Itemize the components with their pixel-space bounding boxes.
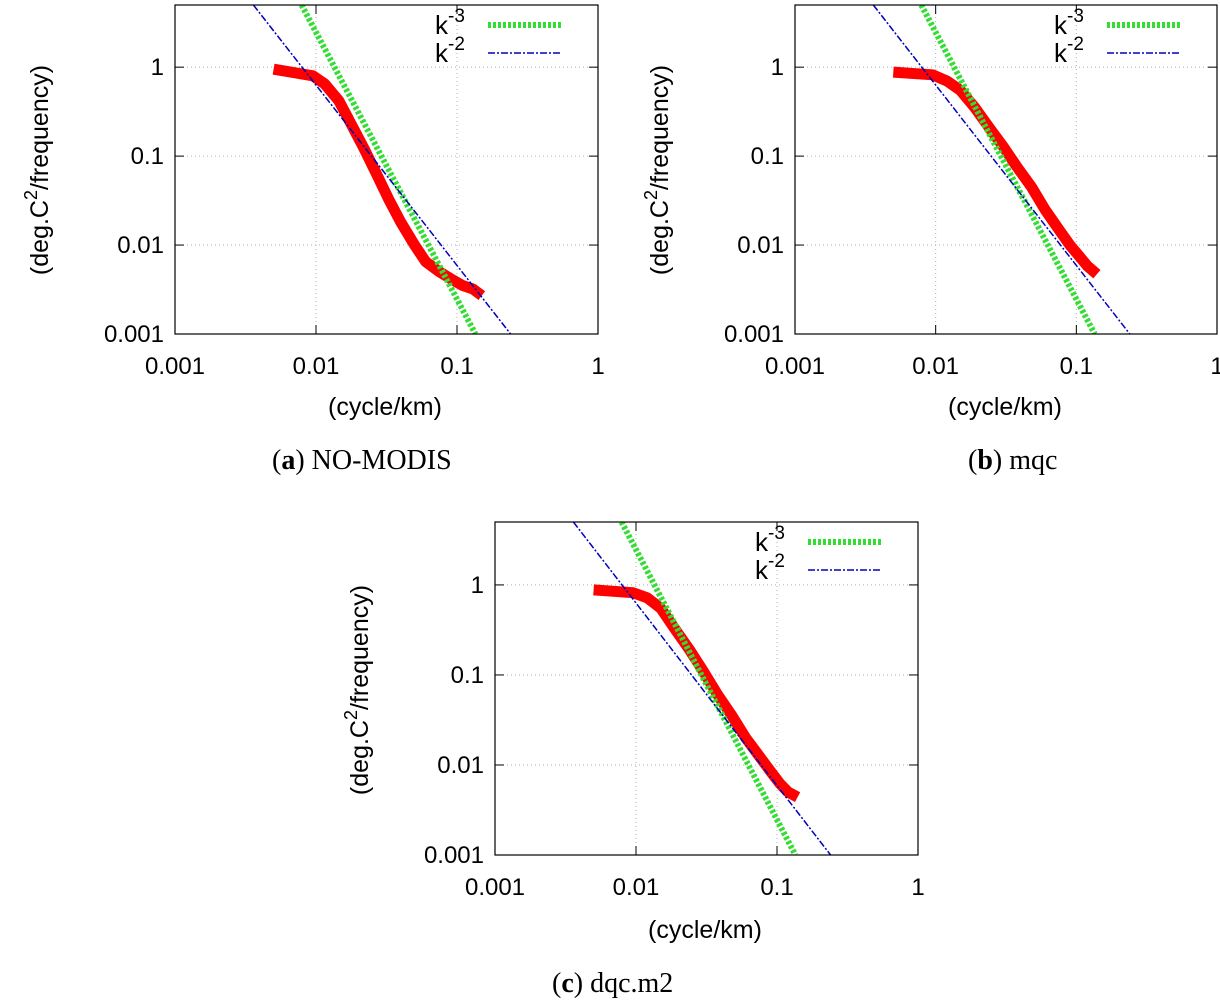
plot-frame [174, 4, 599, 335]
caption-a: (a) NO-MODIS [272, 445, 452, 476]
caption-c-letter: c [561, 968, 574, 999]
series-line-k-3 [918, 5, 1098, 334]
caption-c-title: dqc.m2 [590, 968, 674, 999]
y-tick-label: 0.01 [117, 232, 164, 259]
series-line-k-2 [572, 522, 832, 855]
x-axis-label: (cycle/km) [328, 393, 442, 421]
series-line-k-2 [252, 5, 512, 334]
y-tick-label: 1 [771, 54, 784, 81]
legend-label-k-3: k-3 [1054, 6, 1084, 40]
caption-a-title: NO-MODIS [311, 445, 452, 476]
series-line-k-2 [872, 5, 1131, 334]
x-tick-label: 0.001 [765, 353, 825, 380]
x-tick-label: 0.01 [613, 874, 660, 901]
chart-b: 0.001 0.01 0.1 1 0.001 0.01 0.1 1 k-3k-2 (cycle/k… [641, 4, 1220, 421]
series-line-k-3 [618, 522, 799, 855]
chart-c: 0.001 0.01 0.1 1 0.001 0.01 0.1 1 k-3k-2 (cycle/k… [341, 521, 925, 944]
legend-label-k-2: k-2 [1054, 34, 1084, 68]
legend-label-k-3: k-3 [435, 6, 465, 40]
x-axis-label: (cycle/km) [948, 393, 1062, 421]
y-tick-label: 0.001 [424, 842, 484, 869]
plot-frame [494, 521, 919, 856]
x-tick-label: 1 [911, 874, 924, 901]
legend-label-k-2: k-2 [435, 34, 465, 68]
y-tick-label: 0.001 [104, 321, 164, 348]
y-axis-label: (deg.C2/frequency) [641, 65, 674, 275]
caption-b-title: mqc [1009, 445, 1058, 476]
x-tick-label: 0.1 [760, 874, 793, 901]
x-tick-label: 0.01 [912, 353, 959, 380]
series-line-k-3 [298, 5, 479, 334]
y-axis-label: (deg.C2/frequency) [341, 585, 374, 795]
caption-b-letter: b [977, 445, 993, 476]
y-tick-label: 0.01 [737, 232, 784, 259]
caption-b: (b) mqc [968, 445, 1058, 476]
series-line-spectrum [892, 66, 1101, 279]
y-tick-label: 0.01 [437, 752, 484, 779]
caption-c: (c) dqc.m2 [552, 968, 674, 999]
x-axis-label: (cycle/km) [648, 916, 762, 944]
x-tick-label: 0.1 [440, 353, 473, 380]
x-tick-label: 0.001 [465, 874, 525, 901]
y-tick-label: 1 [471, 572, 484, 599]
caption-a-letter: a [281, 445, 296, 476]
series-group [872, 5, 1131, 334]
x-tick-label: 0.001 [145, 353, 205, 380]
plot-frame [794, 4, 1218, 335]
y-axis-label: (deg.C2/frequency) [21, 65, 54, 275]
chart-a: 0.001 0.01 0.1 1 0.001 0.01 0.1 1 k-3k-2 (cycle/k… [21, 4, 605, 421]
legend-label-k-3: k-3 [755, 523, 785, 557]
y-tick-label: 0.1 [451, 662, 484, 689]
legend-label-k-2: k-2 [755, 551, 785, 585]
y-tick-label: 0.001 [724, 321, 784, 348]
series-group [572, 522, 832, 855]
x-tick-label: 0.01 [293, 353, 340, 380]
series-group [252, 5, 512, 334]
y-tick-label: 0.1 [751, 143, 784, 170]
x-tick-label: 1 [1210, 353, 1220, 380]
y-tick-label: 1 [151, 54, 164, 81]
y-tick-label: 0.1 [131, 143, 164, 170]
x-tick-label: 1 [591, 353, 604, 380]
series-line-spectrum [272, 63, 486, 301]
series-line-spectrum [593, 584, 801, 802]
x-tick-label: 0.1 [1060, 353, 1093, 380]
